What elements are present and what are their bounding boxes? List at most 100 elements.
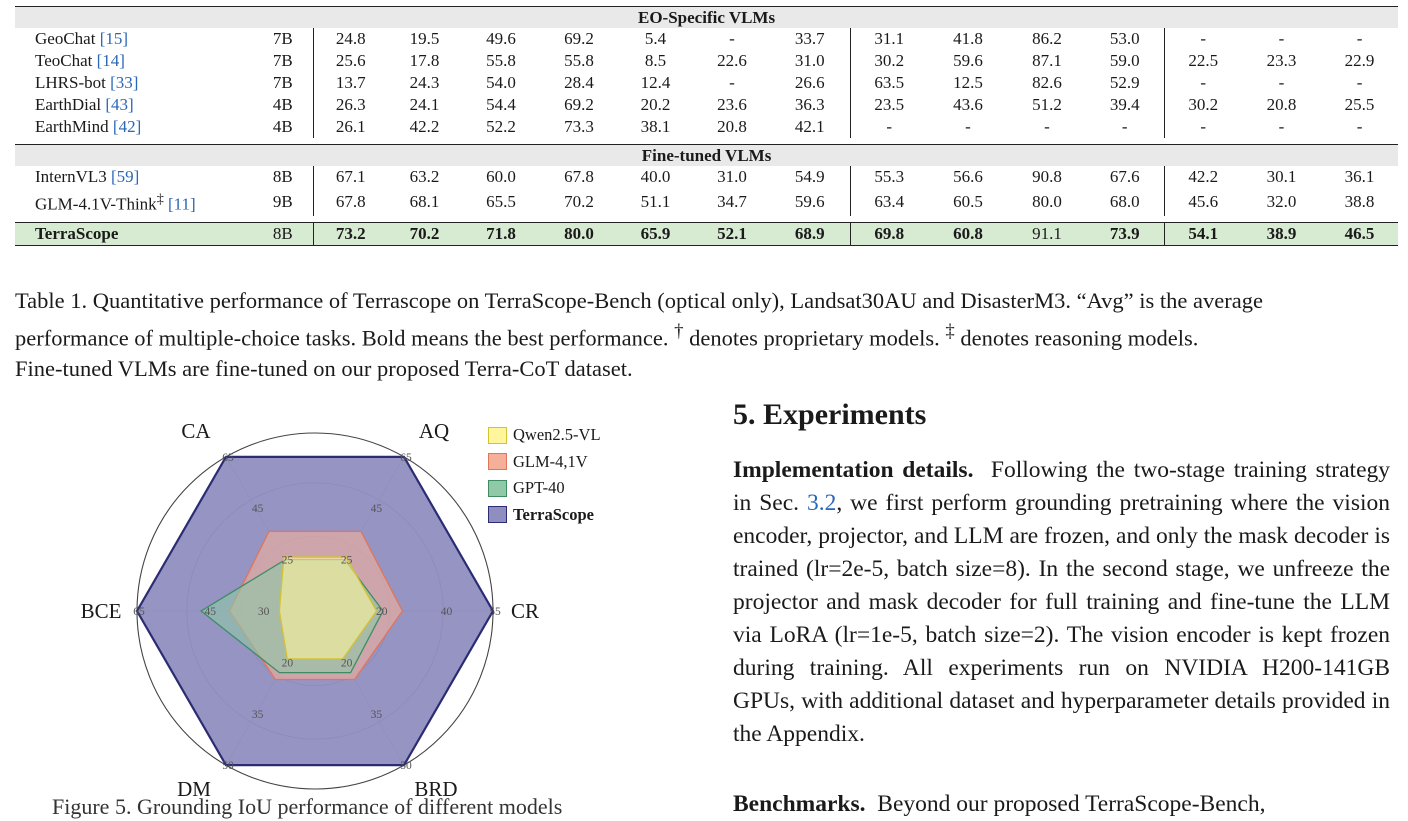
caption-line2a: performance of multiple-choice tasks. Bo… (15, 325, 669, 350)
caption-line2c: denotes reasoning models. (960, 325, 1199, 350)
score-cell: 24.3 (409, 73, 440, 92)
score-cell: 67.8 (564, 167, 594, 186)
score-cell: - (1163, 72, 1242, 94)
citation-link[interactable]: [15] (99, 29, 129, 48)
score-cell: 73.9 (1086, 221, 1164, 246)
citation-link[interactable]: [11] (168, 194, 196, 214)
axis-tick-label: 25 (341, 555, 353, 567)
axis-label: DM (177, 777, 211, 801)
score-cell: 13.7 (312, 72, 388, 94)
score-cell: 87.1 (1032, 51, 1062, 70)
model-label: GeoChat (35, 29, 96, 48)
score-cell: 86.2 (1032, 29, 1062, 48)
axis-label: CA (181, 419, 211, 443)
model-label: GLM-4.1V-Think (35, 194, 157, 214)
model-label: TerraScope (35, 223, 119, 243)
score-cell: 54.4 (486, 95, 516, 114)
score-cell: 42.2 (1163, 166, 1242, 188)
model-size: 4B (272, 117, 293, 136)
legend-item: TerraScope (488, 502, 601, 529)
impl-text-b: , we first perform grounding pretraining… (733, 490, 1391, 747)
axis-tick-label: 35 (371, 709, 383, 721)
score-cell: 12.4 (640, 73, 671, 92)
table-row: LHRS-bot [33] 7B 13.7 24.3 54.0 28.4 12.4 - 26.6… (15, 72, 1398, 94)
legend-item: GPT-40 (488, 475, 601, 502)
model-label: LHRS-bot (35, 73, 106, 92)
score-cell: 30.2 (1163, 94, 1242, 116)
legend-swatch (488, 479, 507, 497)
table-row: EarthMind [42] 4B 26.1 42.2 52.2 73.3 38.1 20.8… (15, 116, 1398, 138)
table-caption: Table 1. Quantitative performance of Ter… (15, 286, 1393, 384)
model-name: LHRS-bot [33] (15, 72, 253, 94)
score-cell: 25.5 (1344, 95, 1375, 114)
score-cell: 53.0 (1109, 29, 1140, 48)
score-cell: 25.6 (312, 50, 388, 72)
score-cell: - (729, 29, 735, 48)
axis-label: BRD (414, 777, 457, 801)
score-cell: 68.0 (1109, 191, 1140, 211)
score-cell: 20.8 (717, 117, 747, 136)
model-size: 8B (253, 221, 313, 246)
score-cell: 54.0 (486, 73, 516, 92)
score-cell: 38.9 (1242, 221, 1321, 246)
model-name: TeoChat [14] (15, 50, 253, 72)
dagger-symbol: † (674, 320, 684, 342)
score-cell: 59.6 (953, 51, 983, 70)
score-cell: 55.3 (849, 166, 928, 188)
legend-label: TerraScope (513, 504, 594, 524)
citation-link[interactable]: [59] (111, 167, 140, 186)
score-cell: 36.1 (1344, 167, 1375, 186)
implementation-paragraph: Implementation details. Following the tw… (733, 454, 1390, 751)
score-cell: 59.6 (794, 191, 825, 211)
score-cell: - (1278, 73, 1285, 92)
section-header: EO-Specific VLMs (15, 6, 1399, 28)
impl-heading: Implementation details. (733, 457, 974, 483)
axis-label: AQ (419, 419, 449, 443)
score-cell: 23.3 (1266, 51, 1297, 70)
score-cell: 28.4 (564, 73, 594, 92)
impl-text-a: Following the two-stage training strateg… (733, 457, 1391, 516)
score-cell: - (965, 117, 971, 136)
citation-link[interactable]: [43] (105, 95, 134, 114)
axis-tick-label: 25 (282, 555, 294, 567)
score-cell: 63.4 (849, 188, 928, 216)
legend-label: GPT-40 (513, 478, 565, 498)
score-cell: - (849, 116, 928, 138)
score-cell: 51.1 (640, 191, 671, 211)
score-cell: 69.2 (564, 29, 594, 48)
score-cell: 43.6 (953, 95, 983, 114)
model-size: 9B (272, 191, 293, 211)
score-cell: 39.4 (1109, 95, 1140, 114)
model-name: TerraScope (15, 221, 253, 246)
axis-tick-label: 65 (400, 452, 412, 464)
citation-link[interactable]: [33] (110, 73, 139, 92)
axis-tick-label: 55 (489, 606, 501, 618)
score-cell: 34.7 (717, 191, 747, 211)
model-size: 8B (272, 167, 293, 186)
score-cell: - (1163, 116, 1242, 138)
score-cell: 38.1 (640, 117, 671, 136)
axis-tick-label: 40 (441, 606, 453, 618)
axis-tick-label: 45 (252, 503, 264, 515)
reasoning-marker: ‡ (156, 191, 164, 207)
score-cell: 26.1 (312, 116, 388, 138)
score-cell: 60.5 (953, 191, 983, 211)
score-cell: - (1121, 117, 1128, 136)
score-cell: 60.8 (928, 221, 1008, 246)
section-ref-link[interactable]: 3.2 (806, 490, 837, 516)
bench-text: Beyond our proposed TerraScope-Bench, (877, 791, 1266, 817)
axis-tick-label: 20 (376, 606, 388, 618)
score-cell: 67.8 (312, 188, 388, 216)
citation-link[interactable]: [14] (96, 51, 125, 70)
score-cell: 42.2 (409, 117, 440, 136)
model-name: GLM-4.1V-Think‡ [11] (15, 188, 253, 216)
legend-item: Qwen2.5-VL (488, 422, 601, 449)
table-row: InternVL3 [59] 8B 67.1 63.2 60.0 67.8 40.0 31.0… (15, 166, 1398, 188)
model-label: EarthDial (35, 95, 102, 114)
score-cell: 63.5 (849, 72, 928, 94)
score-cell: 55.8 (564, 51, 594, 70)
citation-link[interactable]: [42] (112, 117, 142, 136)
section-header: Fine-tuned VLMs (15, 144, 1399, 166)
score-cell: - (729, 73, 735, 92)
score-cell: 70.2 (388, 221, 461, 246)
